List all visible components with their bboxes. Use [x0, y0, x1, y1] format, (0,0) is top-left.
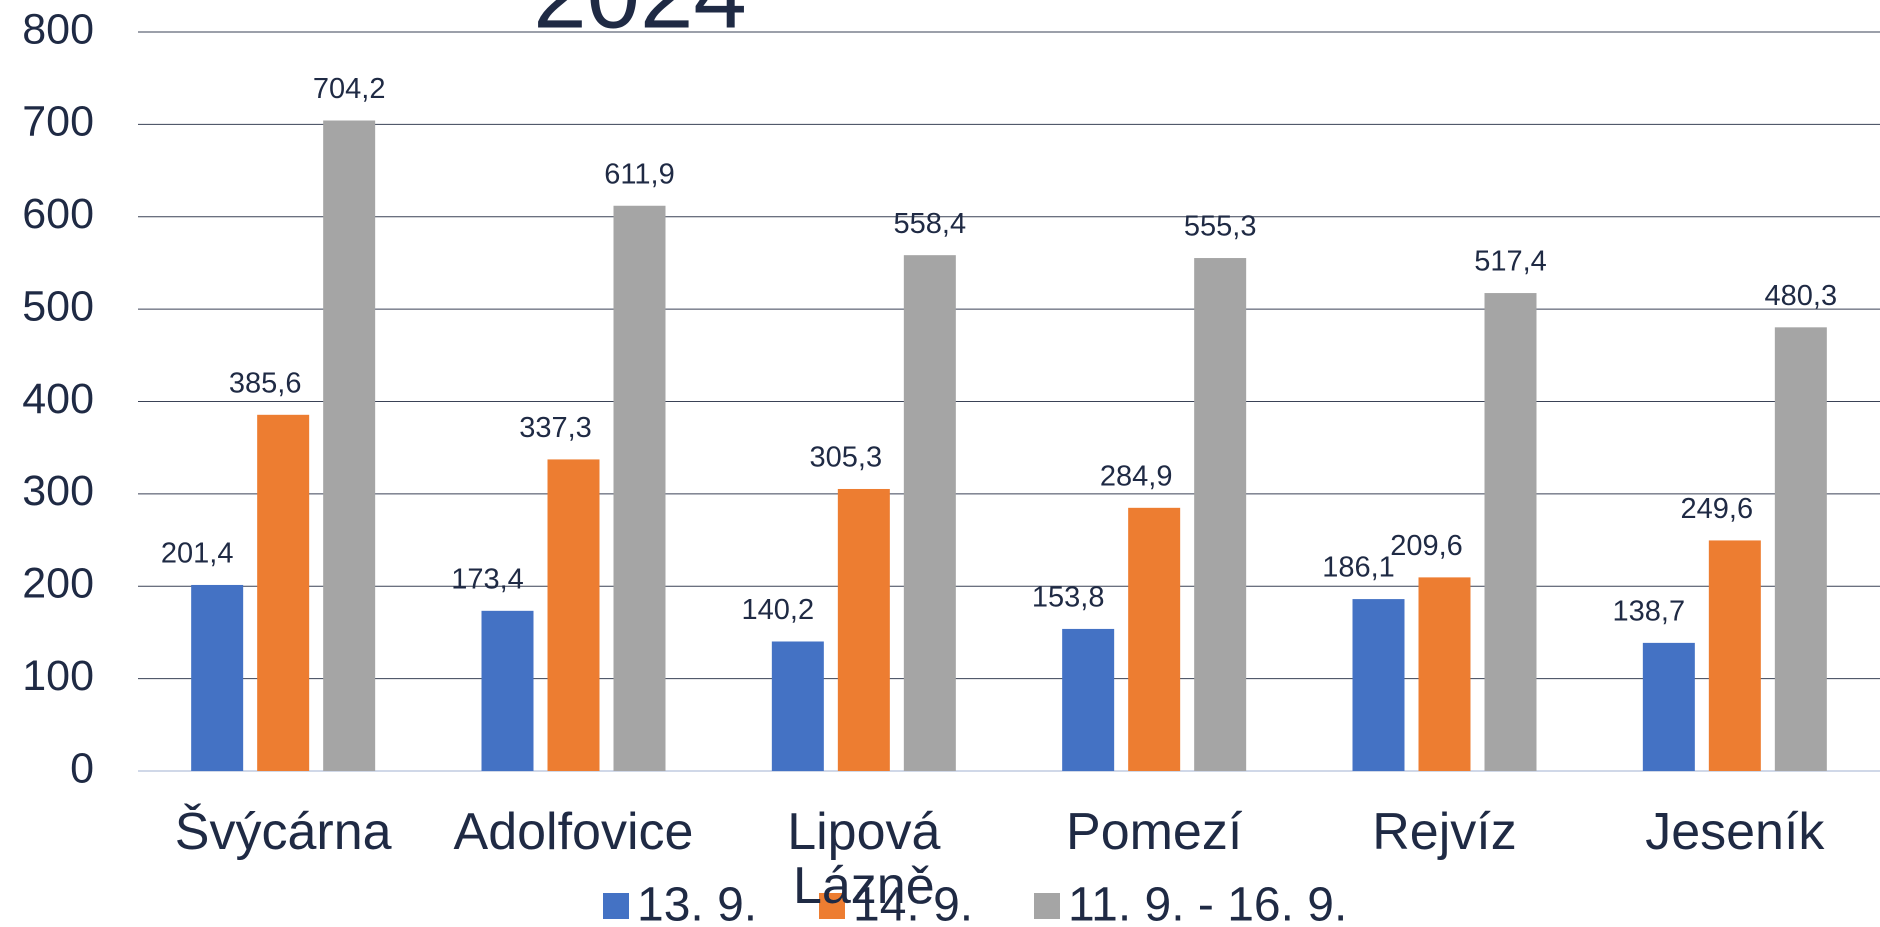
- bar: [1128, 507, 1181, 771]
- x-tick-label: Jeseník: [1645, 803, 1825, 861]
- data-label: 249,6: [1681, 493, 1754, 525]
- bar: [481, 610, 534, 771]
- data-label: 704,2: [313, 73, 386, 105]
- data-label: 173,4: [451, 563, 524, 595]
- legend-label: 11. 9. - 16. 9.: [1068, 879, 1347, 927]
- bar: [1062, 628, 1115, 771]
- data-label: 153,8: [1032, 582, 1105, 614]
- data-label: 555,3: [1184, 211, 1257, 243]
- data-label: 201,4: [161, 538, 234, 570]
- bar: [191, 584, 244, 771]
- data-label: 209,6: [1390, 530, 1463, 562]
- data-label: 480,3: [1765, 280, 1838, 312]
- y-tick-label: 600: [22, 190, 94, 238]
- data-label: 186,1: [1322, 552, 1395, 584]
- bar: [1708, 540, 1761, 771]
- data-label: 517,4: [1474, 246, 1547, 278]
- chart-title: 2024: [533, 0, 747, 48]
- bar: [1642, 642, 1695, 771]
- bar: [1352, 599, 1405, 771]
- y-tick-label: 700: [22, 98, 94, 146]
- bar: [1774, 327, 1827, 771]
- bar: [547, 459, 600, 771]
- y-tick-label: 400: [22, 375, 94, 423]
- y-tick-label: 200: [22, 560, 94, 608]
- data-label: 138,7: [1613, 596, 1686, 628]
- data-label: 385,6: [229, 367, 302, 399]
- x-tick-label: Pomezí: [1066, 803, 1243, 861]
- legend-swatch: [819, 893, 845, 919]
- data-label: 558,4: [894, 208, 967, 240]
- bar: [1484, 293, 1537, 771]
- bar: [613, 205, 666, 771]
- legend-label: 14. 9.: [853, 879, 973, 927]
- legend-swatch: [603, 893, 629, 919]
- bar: [1418, 577, 1471, 771]
- x-tick-label: Lipová Lázně: [787, 803, 941, 915]
- bar: [837, 488, 890, 771]
- bar: [903, 255, 956, 772]
- y-tick-label: 500: [22, 282, 94, 330]
- x-tick-label: Švýcárna: [174, 803, 392, 861]
- legend-label: 13. 9.: [637, 879, 757, 927]
- legend-swatch: [1034, 893, 1060, 919]
- data-label: 337,3: [519, 412, 592, 444]
- data-label: 611,9: [604, 158, 674, 190]
- bar: [257, 414, 310, 771]
- y-tick-label: 300: [22, 467, 94, 515]
- bar: [771, 641, 824, 771]
- x-tick-label: Adolfovice: [453, 803, 694, 861]
- y-tick-label: 100: [22, 652, 94, 700]
- data-label: 140,2: [742, 594, 815, 626]
- y-tick-label: 0: [70, 744, 94, 792]
- y-tick-label: 800: [22, 5, 94, 53]
- x-tick-label: Rejvíz: [1372, 803, 1517, 861]
- bar: [1194, 258, 1247, 771]
- data-label: 284,9: [1100, 460, 1173, 492]
- bar: [323, 120, 376, 772]
- data-label: 305,3: [810, 442, 883, 474]
